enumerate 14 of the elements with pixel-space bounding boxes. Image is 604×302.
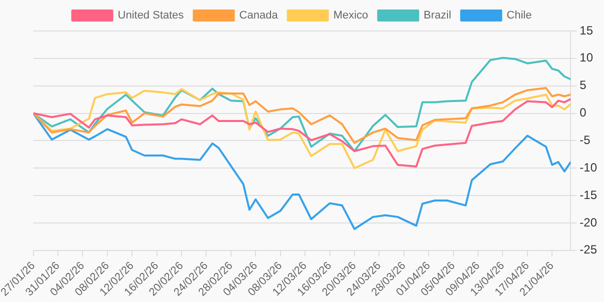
y-tick-label: 10 [580, 50, 594, 65]
y-tick-label: 0 [580, 106, 587, 120]
y-tick-label: -15 [580, 188, 598, 202]
legend-label: Canada [239, 10, 279, 22]
y-tick-label: -5 [580, 133, 591, 148]
legend-label: Brazil [424, 10, 452, 22]
y-tick-label: 5 [580, 78, 587, 92]
legend-label: Mexico [333, 10, 368, 22]
y-tick-label: -10 [580, 160, 598, 174]
y-tick-label: 15 [580, 23, 594, 38]
y-tick-label: -25 [580, 242, 598, 257]
legend-label: Chile [506, 10, 532, 22]
legend-label: United States [118, 10, 184, 22]
y-tick-label: -20 [580, 215, 598, 230]
